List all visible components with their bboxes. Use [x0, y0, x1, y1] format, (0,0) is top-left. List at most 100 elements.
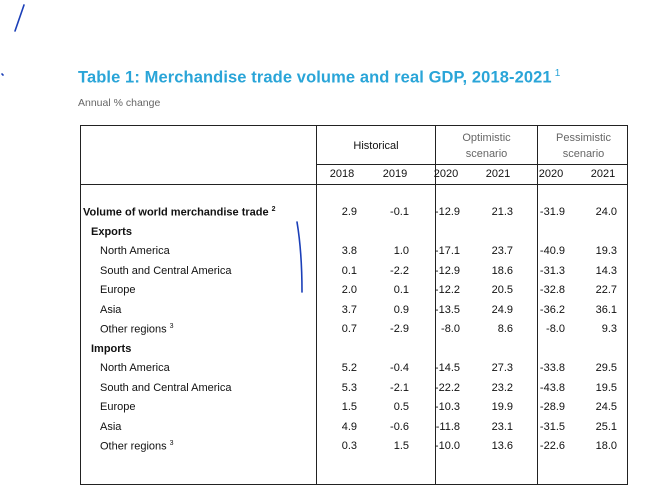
row-label: Other regions 3: [100, 323, 174, 336]
value-cell: 19.3: [595, 245, 617, 257]
year-header: 2021: [590, 168, 616, 180]
value-cell: 5.3: [341, 381, 357, 394]
value-cell: 24.9: [491, 303, 513, 316]
value-cell: 24.0: [595, 206, 617, 218]
table-row: Asia 3.7 0.9 -13.5 24.9 -36.2 36.1: [81, 302, 627, 321]
row-label-text: Other regions: [100, 440, 167, 453]
col-divider: [435, 126, 436, 484]
pen-stroke-top: [14, 4, 25, 32]
value-cell: 13.6: [491, 440, 513, 452]
table-row: Other regions 3 0.3 1.5 -10.0 13.6 -22.6 18.0: [81, 438, 627, 457]
value-cell: 4.9: [341, 420, 357, 433]
table-row: Europe 2.0 0.1 -12.2 20.5 -32.8 22.7: [81, 282, 627, 301]
table-row: Other regions 3 0.7 -2.9 -8.0 8.6 -8.0 9.3: [81, 321, 627, 340]
row-label-text: South and Central America: [100, 264, 232, 277]
value-cell: -10.0: [434, 440, 460, 452]
table-row: Volume of world merchandise trade 2 2.9 -0.…: [81, 204, 627, 223]
group-historical: Historical: [353, 140, 399, 152]
value-cell: 14.3: [595, 264, 617, 277]
value-cell: 19.9: [491, 401, 513, 413]
table-row: South and Central America 5.3 -2.1 -22.2 23.…: [81, 380, 627, 399]
row-label-text: Asia: [100, 420, 122, 433]
value-cell: -10.3: [434, 401, 460, 413]
table-row: North America 5.2 -0.4 -14.5 27.3 -33.8 29.5: [81, 360, 627, 379]
footnote-ref: 3: [169, 440, 174, 447]
value-cell: 8.6: [497, 323, 513, 335]
year-header: 2020: [433, 168, 459, 180]
value-cell: -8.0: [441, 323, 460, 335]
value-cell: 0.1: [341, 264, 357, 277]
value-cell: 5.2: [341, 362, 357, 374]
header-divider: [316, 164, 627, 165]
value-cell: 18.6: [491, 264, 513, 277]
year-header: 2020: [538, 168, 564, 180]
value-cell: -28.9: [539, 401, 565, 413]
value-cell: -43.8: [539, 381, 565, 394]
value-cell: 27.3: [491, 362, 513, 374]
value-cell: -36.2: [539, 303, 565, 316]
value-cell: -12.2: [434, 284, 460, 296]
value-cell: -32.8: [539, 284, 565, 296]
value-cell: -0.4: [390, 362, 409, 374]
value-cell: 3.7: [341, 303, 357, 316]
row-label-text: Other regions: [100, 323, 167, 336]
value-cell: 0.9: [393, 303, 409, 316]
value-cell: -13.5: [434, 303, 460, 316]
value-cell: 23.2: [491, 381, 513, 394]
row-label-text: Europe: [100, 284, 136, 296]
row-label: South and Central America: [100, 265, 231, 277]
row-label-text: Europe: [100, 401, 136, 413]
row-label: North America: [100, 362, 170, 374]
value-cell: 20.5: [491, 284, 513, 296]
value-cell: 1.5: [393, 440, 409, 452]
table-row: Asia 4.9 -0.6 -11.8 23.1 -31.5 25.1: [81, 419, 627, 438]
footnote-ref: 3: [169, 323, 174, 330]
row-label-text: South and Central America: [100, 381, 232, 394]
group-optimistic: Optimistic scenario: [462, 132, 511, 160]
value-cell: 25.1: [595, 420, 617, 433]
year-header: 2021: [485, 168, 511, 180]
value-cell: 0.1: [393, 284, 409, 296]
value-cell: -22.6: [539, 440, 565, 452]
value-cell: 29.5: [595, 362, 617, 374]
row-label-text: North America: [100, 245, 170, 257]
value-cell: -0.6: [390, 420, 409, 433]
table-row: North America 3.8 1.0 -17.1 23.7 -40.9 19.3: [81, 243, 627, 262]
row-label: Asia: [100, 304, 121, 316]
value-cell: -2.1: [390, 381, 409, 394]
value-cell: 21.3: [491, 206, 513, 218]
value-cell: -31.9: [539, 206, 565, 218]
value-cell: 9.3: [601, 323, 617, 335]
table-row: Europe 1.5 0.5 -10.3 19.9 -28.9 24.5: [81, 399, 627, 418]
value-cell: -17.1: [434, 245, 460, 257]
title-footnote-ref: 1: [554, 68, 561, 79]
col-divider: [537, 126, 538, 484]
row-label-text: Imports: [91, 342, 132, 355]
row-label: North America: [100, 245, 170, 257]
row-label-text: Exports: [91, 225, 132, 238]
value-cell: -33.8: [539, 362, 565, 374]
row-label: Imports: [91, 343, 131, 355]
value-cell: -2.9: [390, 323, 409, 335]
value-cell: -31.3: [539, 264, 565, 277]
value-cell: -14.5: [434, 362, 460, 374]
table-row: South and Central America 0.1 -2.2 -12.9 18.…: [81, 263, 627, 282]
table-title-text: Table 1: Merchandise trade volume and re…: [78, 68, 552, 87]
value-cell: -2.2: [390, 264, 409, 277]
value-cell: 0.5: [393, 401, 409, 413]
row-label-text: North America: [100, 362, 170, 374]
row-label: South and Central America: [100, 382, 231, 394]
value-cell: 1.0: [393, 245, 409, 257]
value-cell: 19.5: [595, 381, 617, 394]
value-cell: -22.2: [434, 381, 460, 394]
value-cell: -31.5: [539, 420, 565, 433]
value-cell: 0.3: [341, 440, 357, 452]
value-cell: 18.0: [595, 440, 617, 452]
header-divider: [81, 184, 627, 185]
row-label: Europe: [100, 401, 135, 413]
value-cell: 0.7: [341, 323, 357, 335]
group-pessimistic: Pessimistic scenario: [555, 132, 611, 160]
value-cell: 2.9: [341, 206, 357, 218]
year-header: 2018: [329, 168, 355, 180]
col-divider: [316, 126, 317, 484]
